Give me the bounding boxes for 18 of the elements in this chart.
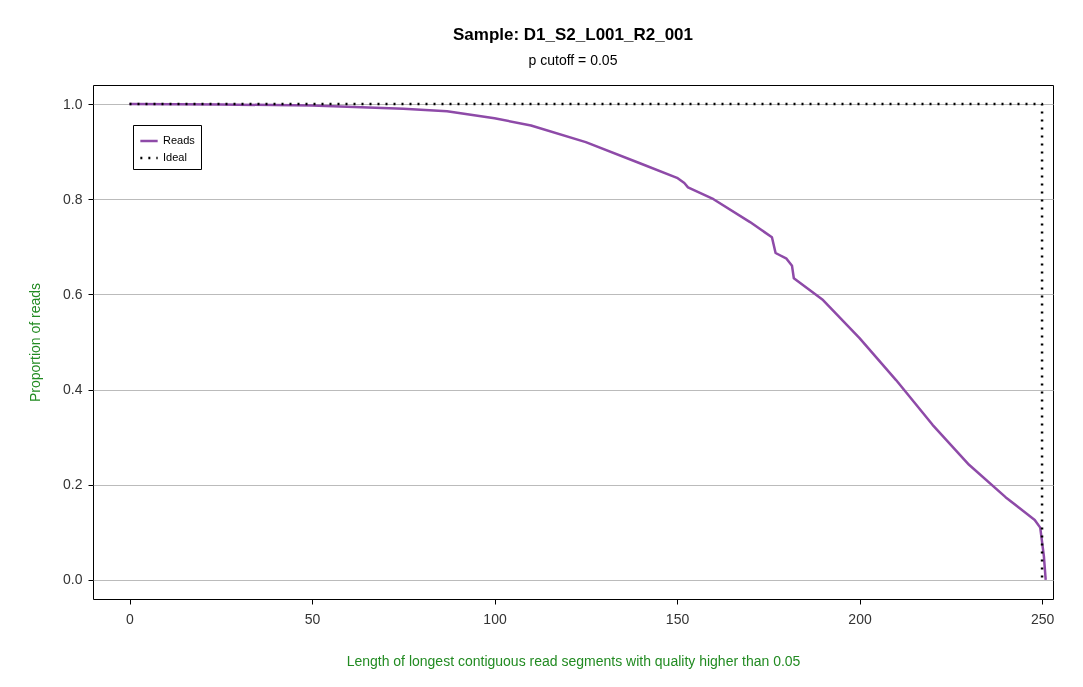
legend-label: Ideal — [163, 151, 187, 163]
x-tick-label: 200 — [848, 610, 872, 627]
x-axis-title: Length of longest contiguous read segments with quality higher than 0.05 — [346, 652, 801, 669]
y-tick-label: 1.0 — [63, 95, 83, 112]
x-tick-label: 100 — [483, 610, 507, 627]
y-axis-title: Proportion of reads — [27, 282, 44, 403]
x-tick-label: 150 — [665, 610, 690, 627]
x-tick-label: 50 — [304, 610, 321, 627]
chart-subtitle: p cutoff = 0.05 — [528, 52, 618, 68]
y-tick-label: 0.4 — [63, 381, 83, 398]
y-tick-label: 0.2 — [63, 476, 83, 493]
y-tick-label: 0.6 — [63, 285, 83, 302]
chart-title: Sample: D1_S2_L001_R2_001 — [452, 25, 694, 44]
x-tick-label: 250 — [1030, 610, 1055, 627]
x-tick-label: 0 — [126, 610, 135, 627]
legend-label: Reads — [163, 134, 196, 146]
y-tick-label: 0.0 — [63, 571, 83, 588]
y-tick-label: 0.8 — [63, 190, 83, 207]
